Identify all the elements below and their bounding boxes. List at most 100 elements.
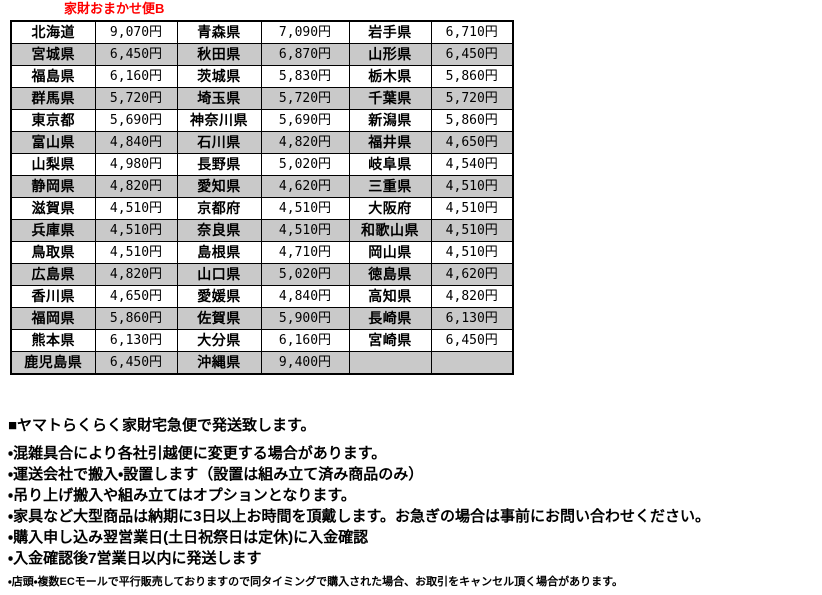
table-cell-fee: 5,720円 [94, 87, 178, 110]
table-cell-fee: 4,840円 [260, 285, 350, 308]
table-cell-prefecture: 北海道 [10, 20, 96, 44]
table-cell-fee: 6,870円 [260, 43, 350, 66]
table-cell-prefecture: 京都府 [176, 197, 262, 220]
table-cell-fee: 5,720円 [260, 87, 350, 110]
table-cell-empty [430, 351, 514, 375]
table-cell-fee: 5,720円 [430, 87, 514, 110]
shipping-fee-table: 北海道 9,070円 青森県 7,090円 岩手県 6,710円 宮城県 6,450円 秋田県 6… [10, 20, 514, 375]
table-cell-fee: 4,510円 [430, 197, 514, 220]
table-row: 鳥取県 4,510円 島根県 4,710円 岡山県 4,510円 [10, 241, 514, 264]
table-cell-prefecture: 大阪府 [348, 197, 432, 220]
table-row: 東京都 5,690円 神奈川県 5,690円 新潟県 5,860円 [10, 109, 514, 132]
table-row: 群馬県 5,720円 埼玉県 5,720円 千葉県 5,720円 [10, 87, 514, 110]
shipping-fee-table-container: 北海道 9,070円 青森県 7,090円 岩手県 6,710円 宮城県 6,450円 秋田県 6… [10, 20, 514, 375]
table-row: 滋賀県 4,510円 京都府 4,510円 大阪府 4,510円 [10, 197, 514, 220]
table-cell-prefecture: 埼玉県 [176, 87, 262, 110]
note-item: ・家具など大型商品は納期に3日以上お時間を頂戴します。お急ぎの場合は事前にお問い… [8, 508, 710, 525]
table-cell-prefecture: 山梨県 [10, 153, 96, 176]
table-cell-prefecture: 岡山県 [348, 241, 432, 264]
table-cell-fee: 5,830円 [260, 65, 350, 88]
table-cell-prefecture: 秋田県 [176, 43, 262, 66]
table-cell-fee: 4,510円 [430, 175, 514, 198]
table-cell-prefecture: 広島県 [10, 263, 96, 286]
table-cell-prefecture: 栃木県 [348, 65, 432, 88]
table-cell-fee: 4,510円 [430, 219, 514, 242]
table-cell-fee: 6,450円 [430, 43, 514, 66]
table-cell-fee: 7,090円 [260, 20, 350, 44]
table-cell-prefecture: 大分県 [176, 329, 262, 352]
table-cell-prefecture: 岐阜県 [348, 153, 432, 176]
table-cell-fee: 6,450円 [94, 43, 178, 66]
table-row: 北海道 9,070円 青森県 7,090円 岩手県 6,710円 [10, 20, 514, 44]
table-cell-prefecture: 山形県 [348, 43, 432, 66]
table-cell-fee: 4,820円 [430, 285, 514, 308]
table-cell-prefecture: 島根県 [176, 241, 262, 264]
note-item: ・混雑具合により各社引越便に変更する場合があります。 [8, 445, 387, 462]
table-row: 福島県 6,160円 茨城県 5,830円 栃木県 5,860円 [10, 65, 514, 88]
table-cell-fee: 5,690円 [94, 109, 178, 132]
table-cell-fee: 4,540円 [430, 153, 514, 176]
table-cell-prefecture: 宮崎県 [348, 329, 432, 352]
table-cell-fee: 4,510円 [94, 219, 178, 242]
notes-list: ・混雑具合により各社引越便に変更する場合があります。 ・運送会社で搬入・設置します… [8, 443, 818, 591]
table-row: 山梨県 4,980円 長野県 5,020円 岐阜県 4,540円 [10, 153, 514, 176]
table-cell-prefecture: 福井県 [348, 131, 432, 154]
table-cell-fee: 4,820円 [260, 131, 350, 154]
table-cell-fee: 5,860円 [430, 65, 514, 88]
table-cell-fee: 5,900円 [260, 307, 350, 330]
note-item: ・購入申し込み翌営業日(土日祝祭日は定休)に入金確認 [8, 529, 369, 546]
table-cell-fee: 4,510円 [260, 219, 350, 242]
table-cell-fee: 4,510円 [94, 197, 178, 220]
table-cell-prefecture: 福島県 [10, 65, 96, 88]
table-cell-fee: 4,510円 [430, 241, 514, 264]
table-cell-fee: 5,860円 [430, 109, 514, 132]
table-cell-fee: 5,690円 [260, 109, 350, 132]
table-cell-prefecture: 鹿児島県 [10, 351, 96, 375]
table-cell-prefecture: 長野県 [176, 153, 262, 176]
table-cell-prefecture: 福岡県 [10, 307, 96, 330]
table-cell-fee: 4,820円 [94, 263, 178, 286]
table-cell-prefecture: 神奈川県 [176, 109, 262, 132]
table-cell-prefecture: 新潟県 [348, 109, 432, 132]
table-row: 香川県 4,650円 愛媛県 4,840円 高知県 4,820円 [10, 285, 514, 308]
table-cell-fee: 5,860円 [94, 307, 178, 330]
table-cell-fee: 4,820円 [94, 175, 178, 198]
table-cell-fee: 5,020円 [260, 263, 350, 286]
table-cell-prefecture: 奈良県 [176, 219, 262, 242]
table-cell-fee: 4,620円 [260, 175, 350, 198]
table-row: 静岡県 4,820円 愛知県 4,620円 三重県 4,510円 [10, 175, 514, 198]
table-cell-prefecture: 愛媛県 [176, 285, 262, 308]
table-cell-fee: 4,510円 [94, 241, 178, 264]
table-cell-fee: 5,020円 [260, 153, 350, 176]
table-cell-prefecture: 岩手県 [348, 20, 432, 44]
shipping-notes: ■ヤマトらくらく家財宅急便で発送致します。 ・混雑具合により各社引越便に変更する… [8, 415, 818, 591]
table-row: 鹿児島県 6,450円 沖縄県 9,400円 [10, 351, 514, 375]
table-cell-fee: 4,710円 [260, 241, 350, 264]
note-fine-print: ・店頭・複数ECモールで平行販売しておりますので同タイミングで購入された場合、お… [8, 576, 623, 588]
table-cell-prefecture: 東京都 [10, 109, 96, 132]
table-cell-fee: 4,650円 [94, 285, 178, 308]
table-cell-prefecture: 群馬県 [10, 87, 96, 110]
table-row: 広島県 4,820円 山口県 5,020円 徳島県 4,620円 [10, 263, 514, 286]
table-cell-prefecture: 徳島県 [348, 263, 432, 286]
table-cell-prefecture: 三重県 [348, 175, 432, 198]
table-cell-prefecture: 高知県 [348, 285, 432, 308]
table-cell-fee: 6,130円 [430, 307, 514, 330]
table-cell-prefecture: 香川県 [10, 285, 96, 308]
table-row: 兵庫県 4,510円 奈良県 4,510円 和歌山県 4,510円 [10, 219, 514, 242]
table-cell-fee: 6,160円 [260, 329, 350, 352]
table-cell-prefecture: 沖縄県 [176, 351, 262, 375]
table-cell-prefecture: 静岡県 [10, 175, 96, 198]
table-cell-fee: 4,620円 [430, 263, 514, 286]
table-cell-prefecture: 宮城県 [10, 43, 96, 66]
shipping-fee-table-body: 北海道 9,070円 青森県 7,090円 岩手県 6,710円 宮城県 6,450円 秋田県 6… [10, 20, 514, 375]
table-cell-prefecture: 石川県 [176, 131, 262, 154]
note-item: ・吊り上げ搬入や組み立てはオプションとなります。 [8, 487, 356, 504]
table-cell-prefecture: 長崎県 [348, 307, 432, 330]
table-cell-fee: 6,450円 [94, 351, 178, 375]
table-cell-fee: 9,070円 [94, 20, 178, 44]
table-cell-prefecture: 滋賀県 [10, 197, 96, 220]
table-cell-prefecture: 千葉県 [348, 87, 432, 110]
table-row: 宮城県 6,450円 秋田県 6,870円 山形県 6,450円 [10, 43, 514, 66]
table-cell-fee: 4,840円 [94, 131, 178, 154]
